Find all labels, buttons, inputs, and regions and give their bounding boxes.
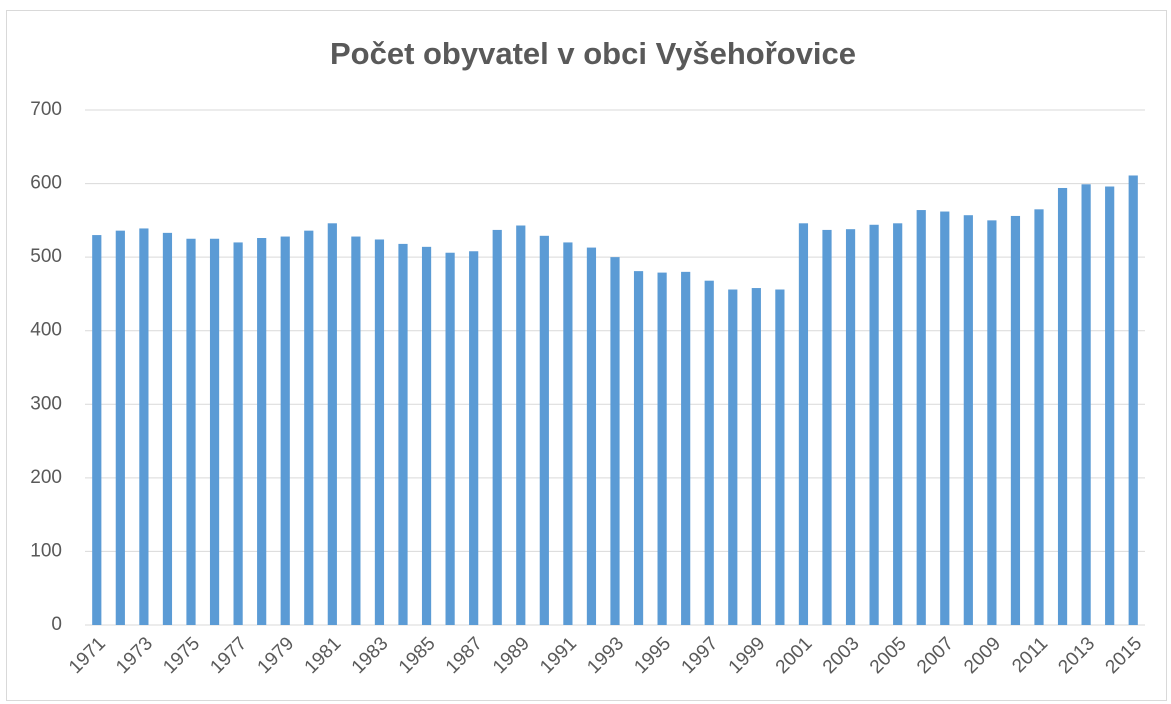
bar <box>492 229 502 625</box>
bar <box>916 210 926 626</box>
y-tick-label: 500 <box>30 246 62 267</box>
bar <box>1128 175 1138 625</box>
bar <box>186 238 196 625</box>
bar <box>869 224 879 625</box>
bar <box>115 230 125 625</box>
bar <box>704 280 714 625</box>
bar <box>398 243 408 625</box>
bar <box>469 251 479 625</box>
bar <box>798 223 809 626</box>
bar <box>987 220 997 625</box>
bar <box>421 246 432 626</box>
bar <box>893 223 903 626</box>
bar <box>1010 215 1021 625</box>
chart-border <box>6 10 1167 701</box>
bar <box>257 238 267 625</box>
y-tick-label: 600 <box>30 173 62 194</box>
y-tick-label: 100 <box>30 540 62 561</box>
bar <box>92 235 102 626</box>
bar <box>940 211 950 625</box>
y-tick-label: 300 <box>30 393 62 414</box>
bar <box>822 229 832 625</box>
bar <box>1034 209 1044 626</box>
bar <box>1105 186 1115 625</box>
bar <box>681 271 691 625</box>
bar <box>304 230 314 625</box>
chart-title: Počet obyvatel v obci Vyšehořovice <box>330 36 856 71</box>
bar <box>233 242 243 625</box>
bar <box>516 225 526 625</box>
y-tick-label: 700 <box>30 99 62 120</box>
bar <box>1057 187 1068 625</box>
bar <box>327 223 337 626</box>
bar <box>162 232 173 625</box>
bar <box>374 239 385 625</box>
bar <box>963 215 973 625</box>
bar <box>139 228 149 625</box>
bar <box>775 289 785 625</box>
bar <box>586 247 597 626</box>
bar <box>728 289 738 625</box>
bar <box>1081 184 1091 626</box>
bar <box>657 272 667 625</box>
y-tick-label: 0 <box>51 614 62 635</box>
bar <box>445 252 455 625</box>
y-tick-label: 400 <box>30 320 62 341</box>
bar <box>633 271 644 625</box>
bar <box>845 229 856 625</box>
bar <box>539 235 549 626</box>
y-tick-label: 200 <box>30 467 62 488</box>
bar <box>209 238 220 625</box>
bar <box>610 257 620 625</box>
bar <box>351 236 361 626</box>
bar <box>563 242 573 625</box>
bar <box>280 236 290 626</box>
bar <box>751 288 761 625</box>
